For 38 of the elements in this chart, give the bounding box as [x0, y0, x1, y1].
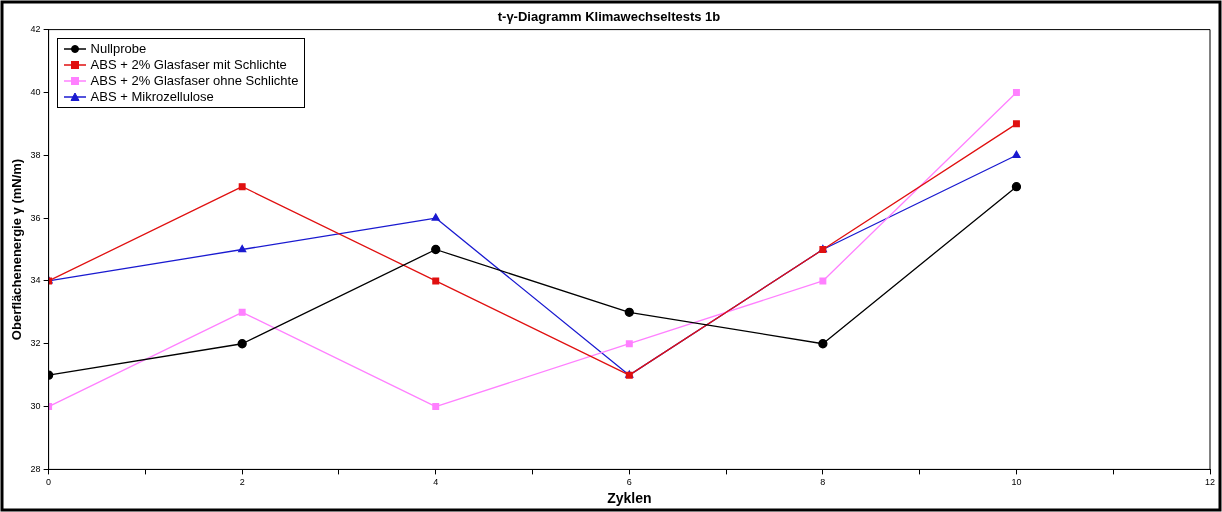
y-tick-label: 38 [30, 149, 41, 160]
point [431, 213, 440, 221]
y-tick-label: 40 [30, 86, 41, 97]
x-tick-label: 6 [626, 477, 632, 488]
point [625, 340, 633, 348]
chart-title: t-γ-Diagramm Klimawechseltests 1b [497, 9, 721, 25]
x-tick-label: 2 [239, 477, 245, 488]
legend-label: ABS + 2% Glasfaser mit Schlichte [90, 57, 287, 73]
y-axis-title: Oberflächenenergie γ (mN/m) [9, 158, 25, 341]
x-tick-label: 0 [46, 477, 52, 488]
point [238, 308, 246, 316]
point [1012, 150, 1021, 158]
y-tick-label: 30 [30, 401, 41, 412]
x-tick-label: 4 [433, 477, 439, 488]
point [432, 403, 440, 411]
point [431, 244, 441, 255]
point [238, 183, 246, 191]
point [238, 244, 247, 253]
point [819, 277, 827, 285]
legend-label: Nullprobe [90, 41, 147, 57]
point [1012, 88, 1020, 96]
x-tick-label: 8 [820, 477, 826, 488]
legend-label: ABS + 2% Glasfaser ohne Schlichte [90, 73, 299, 89]
point [1011, 182, 1022, 192]
x-axis-title: Zyklen [607, 490, 652, 507]
y-tick-label: 32 [30, 338, 41, 349]
y-tick-label: 36 [30, 212, 41, 223]
y-tick-label: 42 [30, 24, 41, 35]
legend-label: ABS + Mikrozellulose [90, 89, 214, 105]
point [432, 277, 440, 285]
x-tick-label: 12 [1204, 477, 1216, 488]
point [624, 307, 634, 317]
y-tick-label: 28 [30, 463, 41, 474]
point [237, 339, 247, 349]
y-tick-label: 34 [30, 275, 41, 286]
point [1012, 120, 1020, 128]
point [818, 339, 828, 349]
x-tick-label: 10 [1011, 477, 1022, 488]
